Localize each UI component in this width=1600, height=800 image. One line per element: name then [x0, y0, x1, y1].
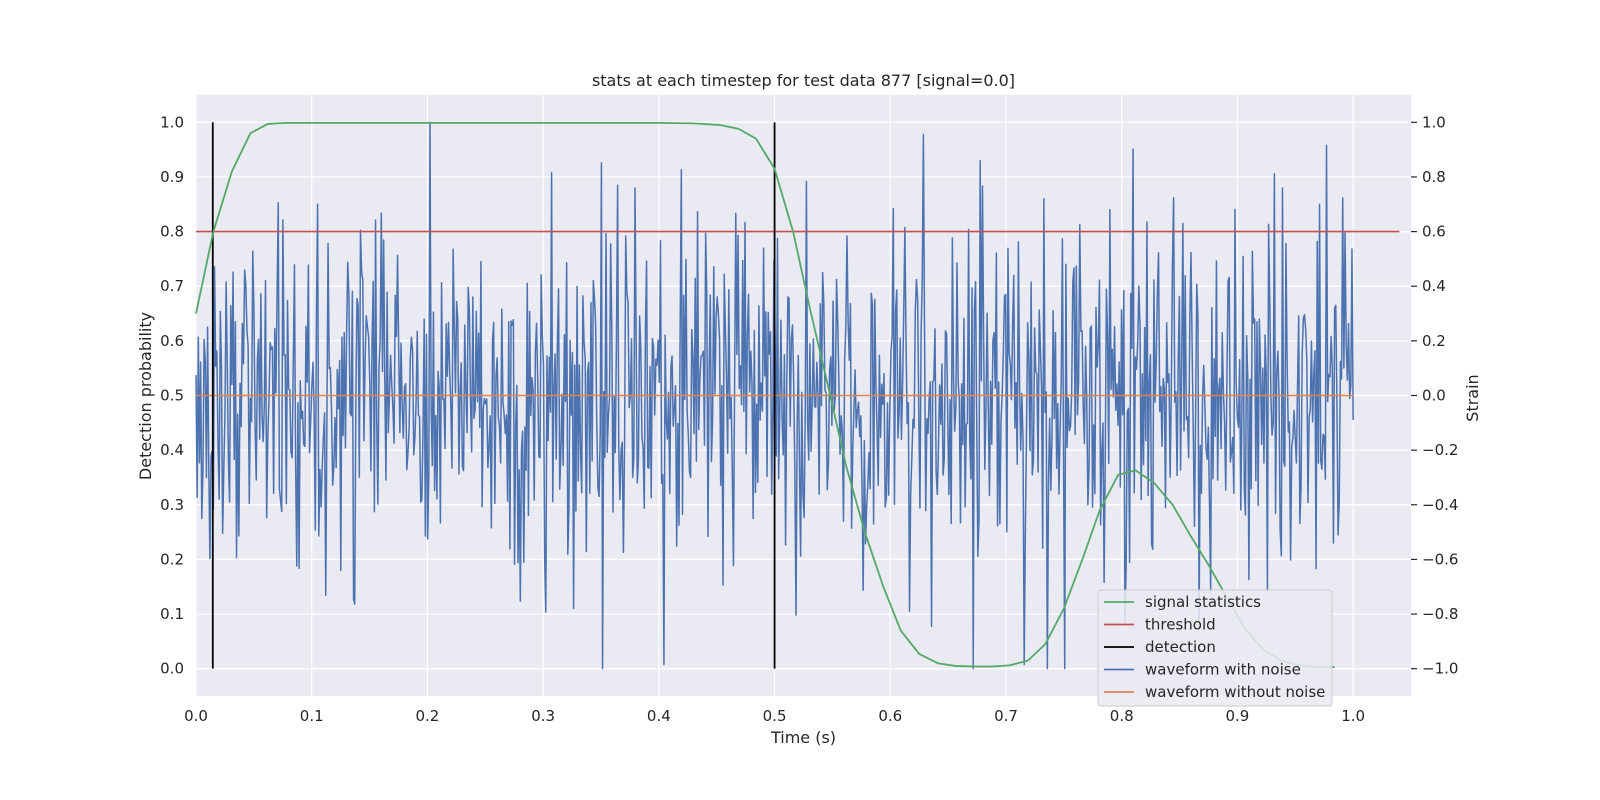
y-tick-label: 1.0	[160, 113, 184, 131]
legend-label: waveform without noise	[1145, 683, 1325, 701]
y2-tick-label: −1.0	[1422, 660, 1458, 678]
y-tick-label: 0.1	[160, 605, 184, 623]
y2-axis-label: Strain	[1463, 374, 1482, 421]
series-signal-statistics	[195, 121, 1335, 668]
ticks-layer: 0.0 0.1 0.2 0.3 0.4 0.5 0.6 0.7 0.8 0.9 1.0 0.0 0.1 0…	[160, 113, 1458, 725]
legend-label: signal statistics	[1145, 593, 1261, 611]
y-tick-label: 0.0	[160, 660, 184, 678]
x-tick-label: 1.0	[1341, 707, 1365, 725]
y2-tick-label: 0.2	[1422, 332, 1446, 350]
x-tick-label: 0.2	[415, 707, 439, 725]
y2-tick-label: 0.4	[1422, 277, 1446, 295]
legend-label: waveform with noise	[1145, 661, 1301, 679]
x-tick-label: 0.0	[184, 707, 208, 725]
legend-label: threshold	[1145, 616, 1216, 634]
y-tick-label: 0.3	[160, 496, 184, 514]
x-tick-label: 0.5	[763, 707, 787, 725]
y-axis-label: Detection probability	[136, 312, 155, 480]
x-tick-label: 0.4	[647, 707, 671, 725]
y-tick-label: 0.6	[160, 332, 184, 350]
y2-tick-label: 0.8	[1422, 168, 1446, 186]
y2-tick-label: −0.2	[1422, 441, 1458, 459]
y-tick-label: 0.7	[160, 277, 184, 295]
y2-tick-label: −0.4	[1422, 496, 1458, 514]
y2-tick-label: −0.6	[1422, 550, 1458, 568]
x-tick-label: 0.6	[878, 707, 902, 725]
y2-tick-label: −0.8	[1422, 605, 1458, 623]
chart-title: stats at each timestep for test data 877…	[592, 71, 1015, 90]
series-layer	[195, 121, 1400, 670]
x-axis-label: Time (s)	[770, 728, 836, 747]
legend: signal statistics threshold detection wavef…	[1097, 589, 1333, 707]
y2-tick-label: 0.0	[1422, 387, 1446, 405]
y2-tick-label: 1.0	[1422, 113, 1446, 131]
x-tick-label: 0.3	[531, 707, 555, 725]
y-tick-label: 0.5	[160, 387, 184, 405]
x-tick-label: 0.7	[994, 707, 1018, 725]
x-tick-label: 0.1	[300, 707, 324, 725]
y-tick-label: 0.2	[160, 550, 184, 568]
x-tick-label: 0.9	[1225, 707, 1249, 725]
y-tick-label: 0.8	[160, 223, 184, 241]
y-tick-label: 0.4	[160, 441, 184, 459]
x-tick-label: 0.8	[1110, 707, 1134, 725]
y-tick-label: 0.9	[160, 168, 184, 186]
legend-frame	[1097, 589, 1333, 707]
legend-label: detection	[1145, 638, 1216, 656]
y2-tick-label: 0.6	[1422, 223, 1446, 241]
